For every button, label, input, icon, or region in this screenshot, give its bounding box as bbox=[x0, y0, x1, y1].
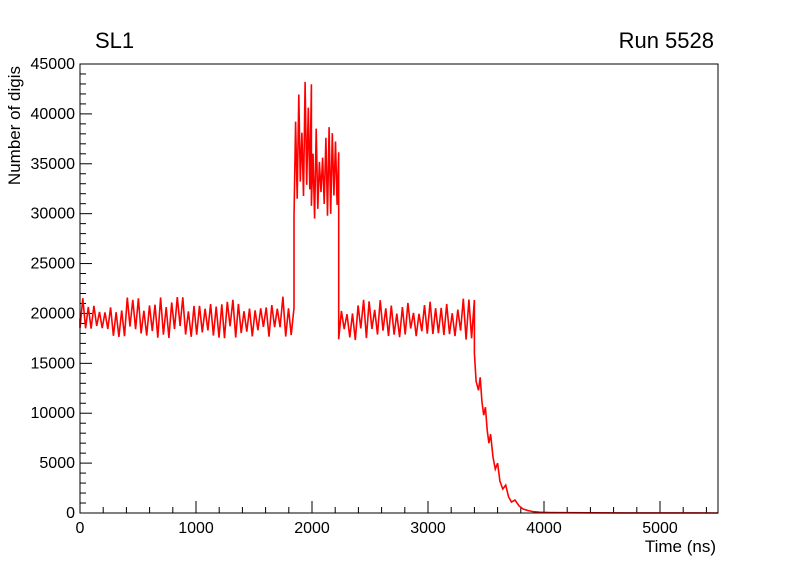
x-tick-label: 0 bbox=[76, 520, 85, 537]
plot-frame bbox=[79, 63, 719, 514]
x-tick-label: 1000 bbox=[178, 520, 214, 537]
y-tick-label: 45000 bbox=[31, 56, 76, 73]
x-tick-label: 5000 bbox=[642, 520, 678, 537]
y-tick-label: 30000 bbox=[31, 206, 76, 223]
chart-title-right: Run 5528 bbox=[619, 28, 714, 53]
y-tick-label: 15000 bbox=[31, 355, 76, 372]
y-tick-label: 5000 bbox=[39, 455, 75, 472]
data-series-line bbox=[79, 81, 719, 514]
y-tick-label: 20000 bbox=[31, 305, 76, 322]
y-tick-label: 0 bbox=[66, 505, 75, 522]
axis-tick-labels: 0 1000 2000 3000 4000 5000 0 5000 10000 15000 2000… bbox=[31, 56, 678, 537]
y-tick-label: 10000 bbox=[31, 405, 76, 422]
y-tick-label: 35000 bbox=[31, 156, 76, 173]
x-tick-label: 3000 bbox=[410, 520, 446, 537]
y-axis-title: Number of digis bbox=[5, 66, 24, 185]
x-axis-title: Time (ns) bbox=[645, 537, 716, 556]
axis-ticks bbox=[79, 63, 707, 514]
y-tick-label: 25000 bbox=[31, 256, 76, 273]
y-tick-label: 40000 bbox=[31, 106, 76, 123]
x-tick-label: 2000 bbox=[294, 520, 330, 537]
x-tick-label: 4000 bbox=[526, 520, 562, 537]
chart-title-left: SL1 bbox=[95, 28, 134, 53]
